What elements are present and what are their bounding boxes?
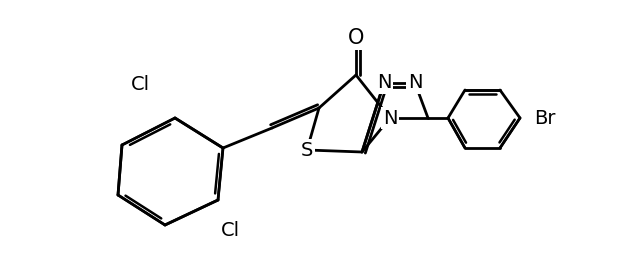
Text: Br: Br <box>534 109 556 127</box>
Text: Cl: Cl <box>220 221 239 239</box>
Text: N: N <box>408 73 422 93</box>
Text: N: N <box>383 109 397 127</box>
Text: S: S <box>301 140 313 160</box>
Text: O: O <box>348 28 364 48</box>
Text: N: N <box>377 73 391 93</box>
Text: Cl: Cl <box>131 76 150 94</box>
